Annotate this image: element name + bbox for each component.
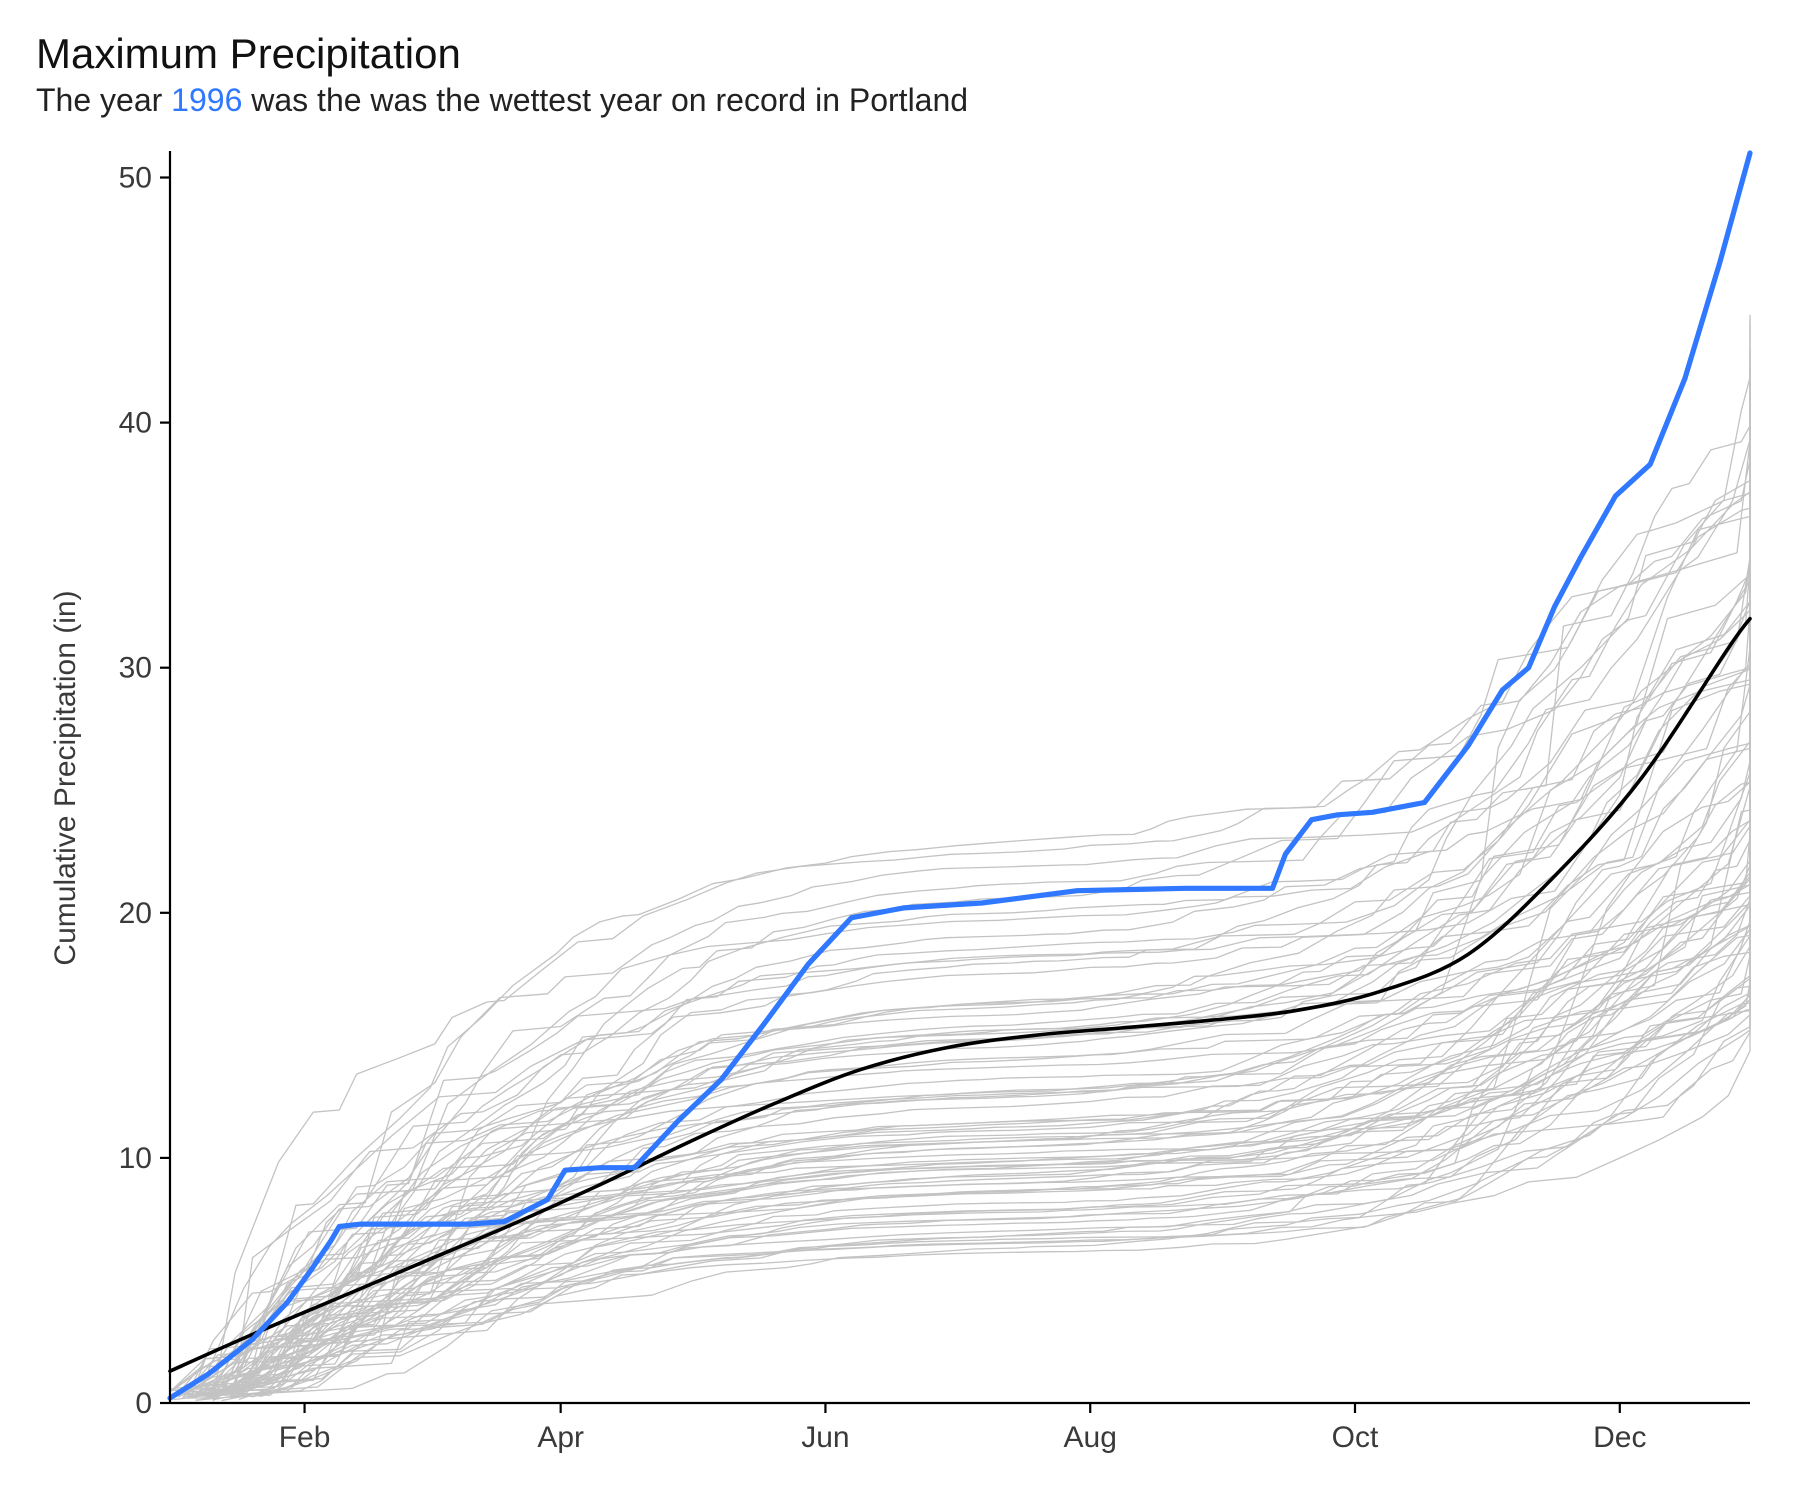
y-tick-label: 50 [119,162,152,195]
y-axis-label: Cumulative Precipitation (in) [49,590,82,965]
x-tick-label: Dec [1593,1421,1646,1454]
chart-subtitle: The year 1996 was the was the wettest ye… [36,82,1770,119]
y-tick-label: 20 [119,897,152,930]
other-year-line [200,912,1750,1394]
other-year-line [231,440,1750,1396]
other-year-line [205,625,1750,1396]
other-year-line [196,467,1750,1396]
chart-plot: 0 10 20 30 40 50 Feb Apr Jun Aug Oct Dec Cumulative … [30,133,1770,1473]
other-year-line [222,532,1750,1390]
chart-svg: 0 10 20 30 40 50 Feb Apr Jun Aug Oct Dec Cumulative … [30,133,1770,1473]
other-year-line [196,860,1750,1393]
other-year-line [222,573,1750,1389]
subtitle-highlight-year: 1996 [171,82,242,118]
x-tick-label: Feb [279,1421,331,1454]
other-year-line [179,703,1750,1396]
subtitle-post: was the was the wettest year on record i… [242,82,968,118]
other-year-line [192,477,1750,1392]
other-year-line [200,368,1750,1400]
subtitle-pre: The year [36,82,171,118]
other-years-group [170,315,1750,1400]
y-tick-label: 40 [119,407,152,440]
y-tick-label: 10 [119,1142,152,1175]
x-tick-label: Aug [1064,1421,1117,1454]
other-year-line [222,369,1750,1394]
x-tick-label: Jun [801,1421,849,1454]
y-tick-label: 30 [119,652,152,685]
other-year-line [187,374,1750,1395]
other-year-line [174,880,1750,1388]
x-tick-label: Apr [537,1421,584,1454]
axes: 0 10 20 30 40 50 Feb Apr Jun Aug Oct Dec Cumulative … [49,151,1750,1454]
other-year-line [213,355,1750,1398]
x-tick-label: Oct [1332,1421,1379,1454]
y-tick-label: 0 [135,1387,152,1420]
other-year-line [200,574,1750,1395]
other-year-line [200,432,1750,1390]
chart-title: Maximum Precipitation [36,30,1770,78]
